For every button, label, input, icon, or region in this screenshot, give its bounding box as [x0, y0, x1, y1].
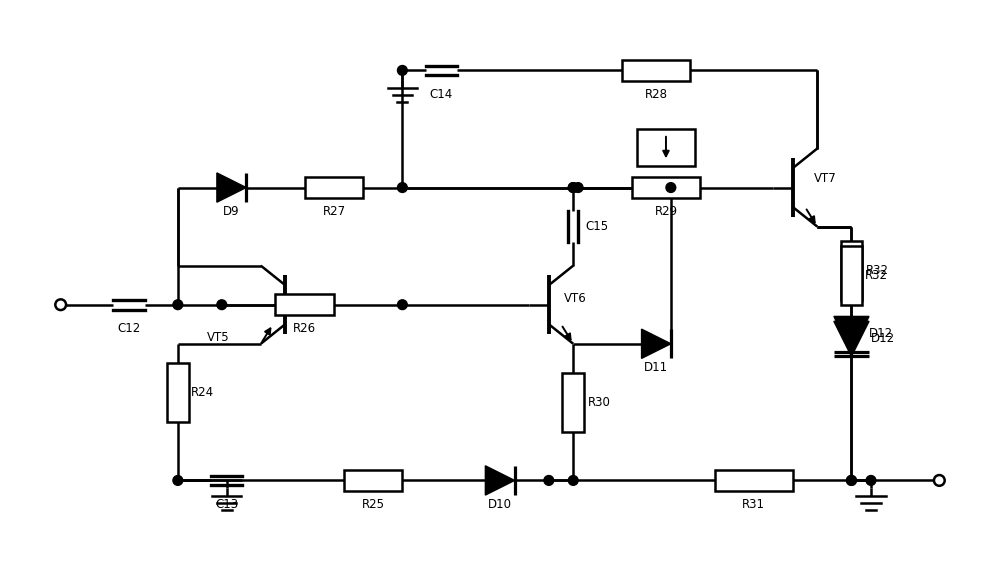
Polygon shape: [834, 321, 869, 356]
Bar: [344, 470, 402, 491]
Bar: [715, 470, 793, 491]
Polygon shape: [217, 173, 246, 202]
Text: R28: R28: [645, 88, 668, 101]
Text: VT7: VT7: [814, 171, 837, 185]
Circle shape: [934, 475, 945, 486]
Text: R26: R26: [293, 322, 316, 335]
Text: C13: C13: [215, 498, 238, 511]
Bar: [305, 177, 363, 198]
Text: R29: R29: [654, 205, 678, 218]
Circle shape: [397, 66, 407, 75]
Text: VT6: VT6: [563, 292, 586, 305]
Text: C14: C14: [430, 88, 453, 101]
Circle shape: [847, 476, 856, 486]
Circle shape: [866, 476, 876, 486]
Circle shape: [573, 183, 583, 192]
Text: C12: C12: [117, 322, 141, 335]
Text: R31: R31: [742, 498, 765, 511]
Text: VT5: VT5: [207, 331, 230, 344]
Circle shape: [568, 183, 578, 192]
Circle shape: [55, 300, 66, 310]
Text: D9: D9: [223, 205, 240, 218]
Bar: [637, 129, 695, 166]
Text: R27: R27: [322, 205, 346, 218]
Text: C15: C15: [585, 220, 608, 233]
Circle shape: [847, 476, 856, 486]
Circle shape: [568, 476, 578, 486]
Polygon shape: [834, 316, 869, 352]
Bar: [622, 60, 690, 81]
Bar: [167, 363, 189, 422]
Text: D10: D10: [488, 498, 512, 511]
Bar: [562, 373, 584, 432]
Polygon shape: [485, 466, 515, 495]
Bar: [275, 294, 334, 315]
Circle shape: [666, 183, 676, 192]
Bar: [632, 177, 700, 198]
Circle shape: [568, 183, 578, 192]
Circle shape: [397, 183, 407, 192]
Circle shape: [544, 476, 554, 486]
Text: R32: R32: [866, 264, 889, 277]
Bar: [841, 241, 862, 300]
Text: R25: R25: [362, 498, 385, 511]
Circle shape: [217, 300, 227, 309]
Text: R24: R24: [191, 386, 214, 399]
Text: R30: R30: [588, 396, 611, 409]
Circle shape: [397, 300, 407, 309]
Circle shape: [173, 300, 183, 309]
Circle shape: [173, 476, 183, 486]
Text: D12: D12: [869, 328, 893, 340]
Bar: [841, 246, 862, 305]
Text: D12: D12: [871, 332, 895, 345]
Text: R32: R32: [865, 269, 888, 282]
Polygon shape: [642, 329, 671, 359]
Text: D11: D11: [644, 362, 668, 374]
